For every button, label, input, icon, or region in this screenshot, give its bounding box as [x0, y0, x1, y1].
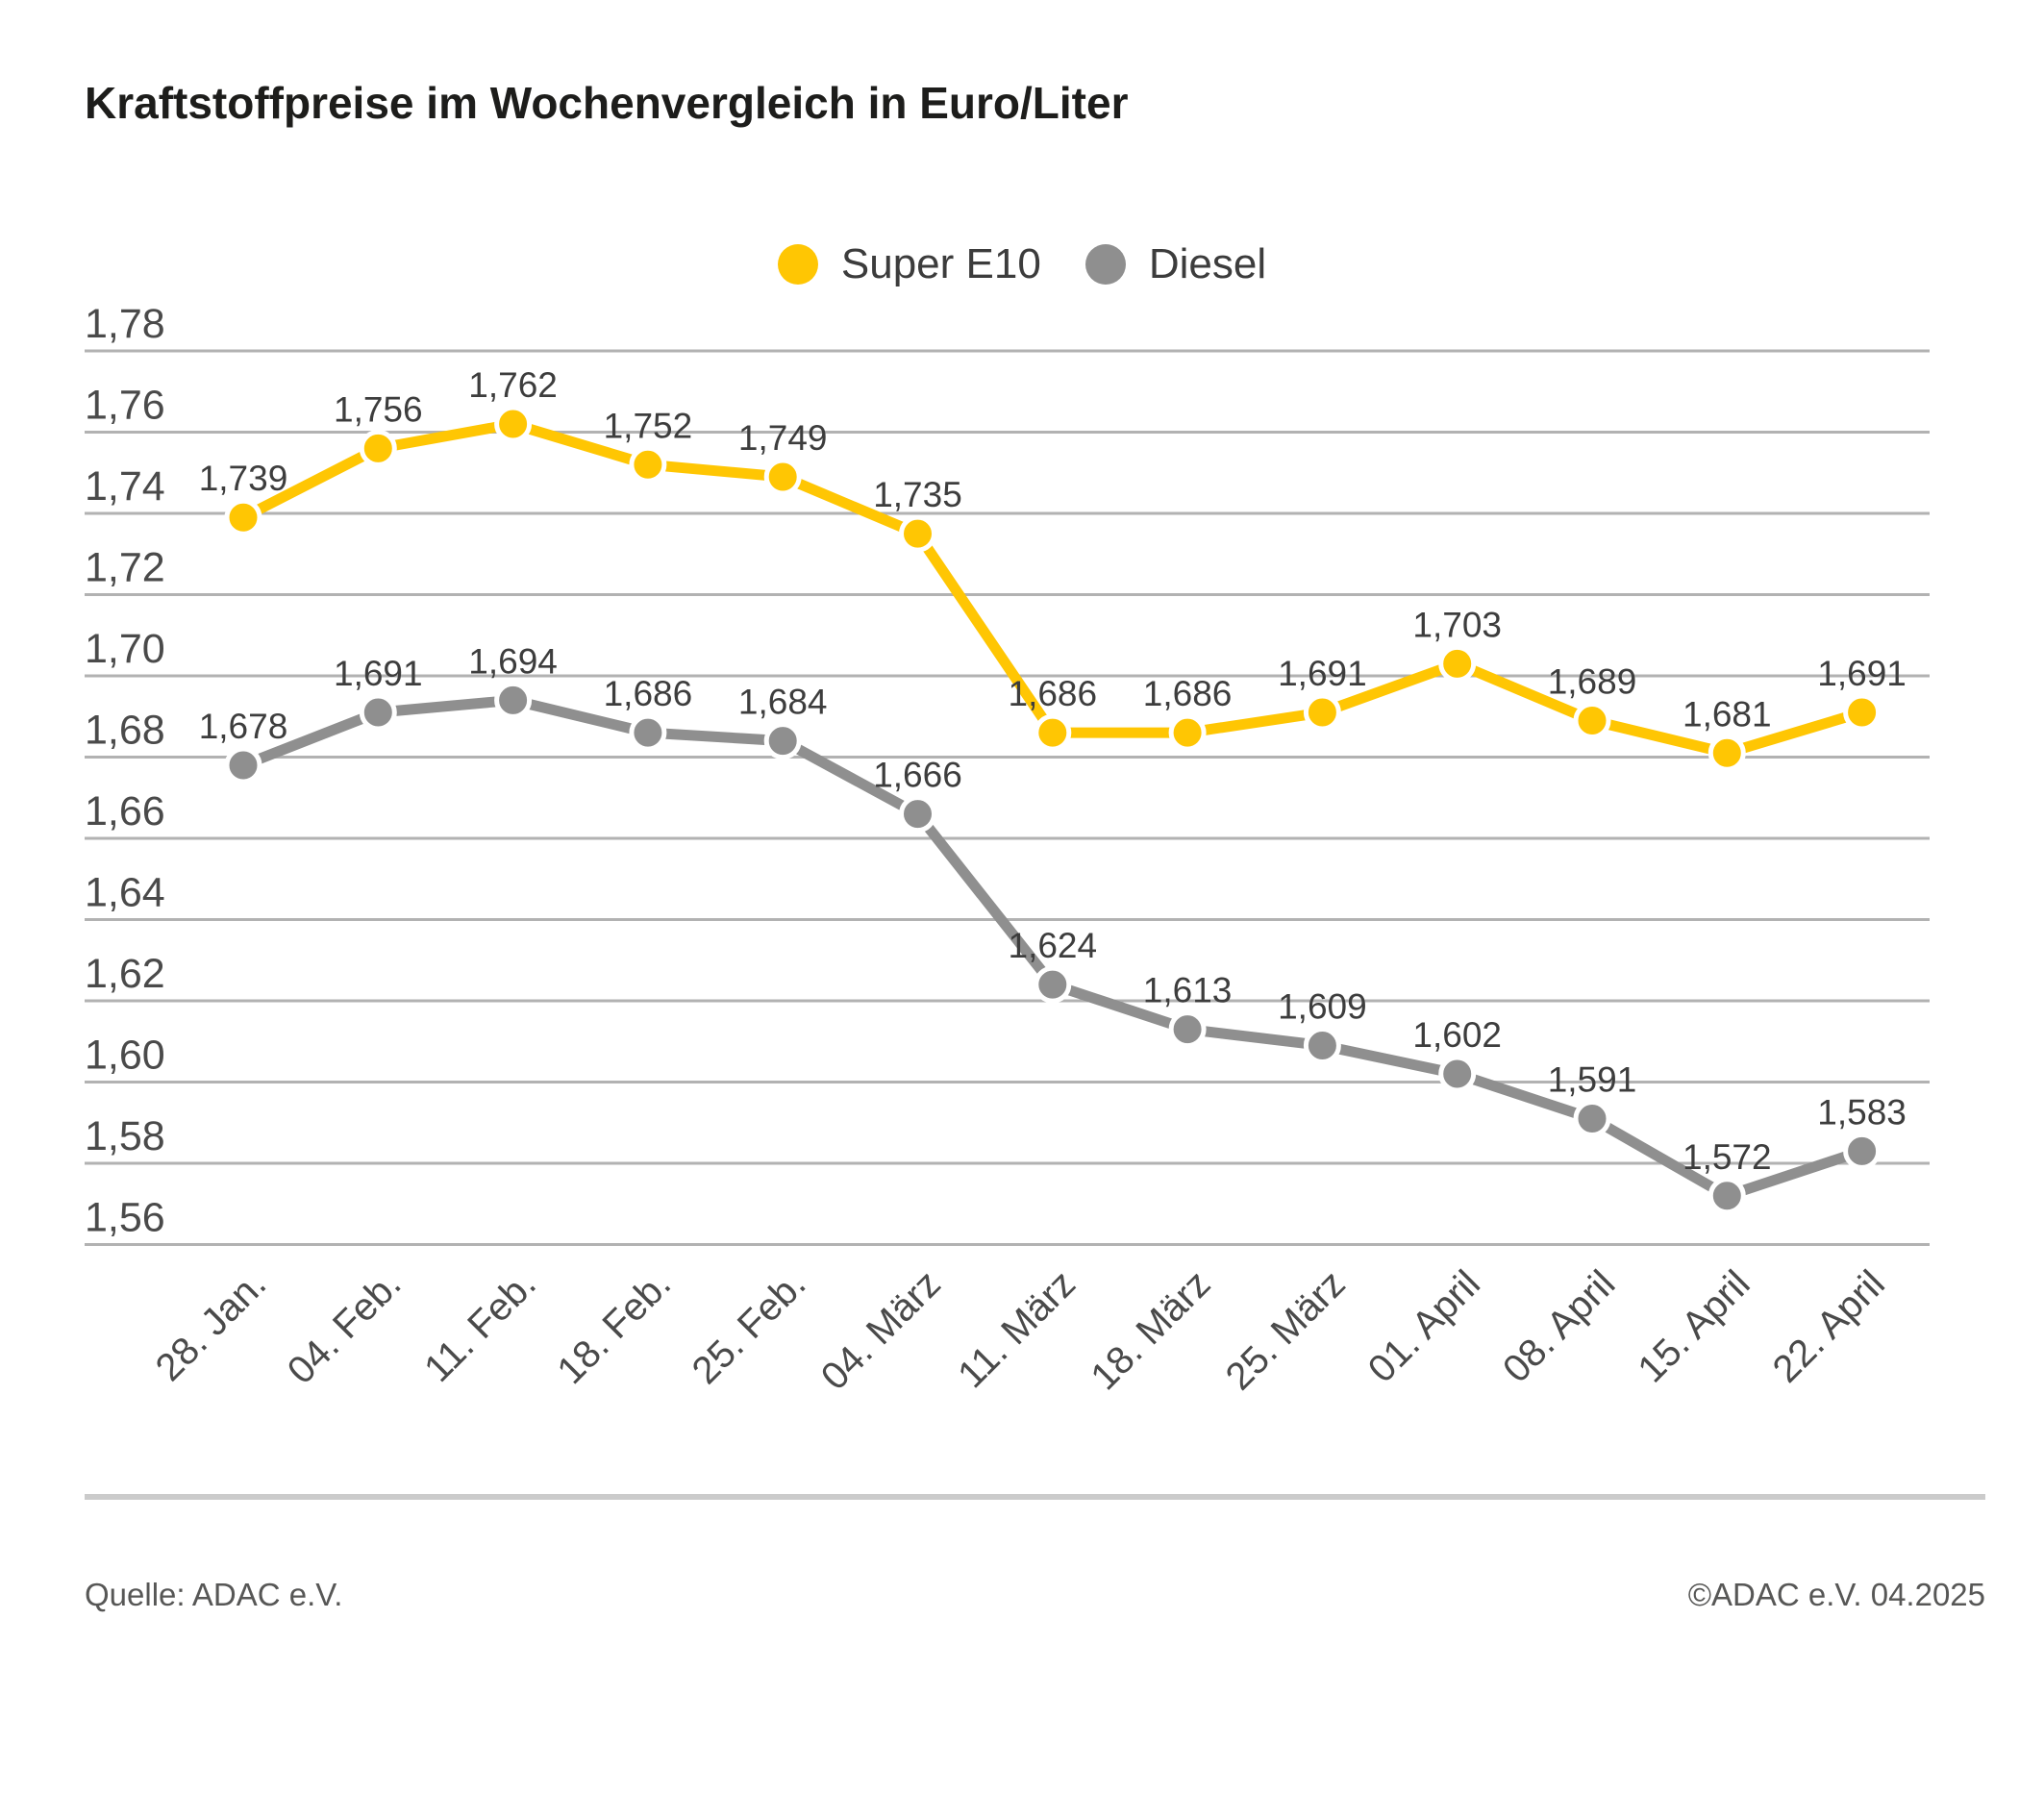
data-point: [1168, 1010, 1207, 1049]
source-note: Quelle: ADAC e.V.: [85, 1577, 343, 1612]
diesel-marker-icon: [1084, 244, 1126, 285]
legend-label-super-e10: Super E10: [840, 240, 1041, 287]
chart-title: Kraftstoffpreise im Wochenvergleich in E…: [85, 78, 1129, 128]
data-point: [1303, 1026, 1341, 1064]
data-point-label: 1,602: [1412, 1015, 1502, 1055]
data-point: [1573, 1100, 1611, 1138]
y-tick-label: 1,56: [85, 1195, 165, 1241]
data-point: [1303, 693, 1341, 732]
data-point: [1843, 693, 1882, 732]
data-point-label: 1,756: [334, 389, 423, 429]
data-point: [899, 514, 936, 553]
data-point-label: 1,739: [199, 459, 288, 498]
data-point: [1438, 1055, 1477, 1093]
y-tick-label: 1,74: [85, 463, 165, 510]
data-point: [1843, 1132, 1882, 1170]
data-point: [359, 429, 397, 467]
data-point: [629, 445, 667, 484]
data-point: [359, 693, 397, 732]
data-point-label: 1,691: [1817, 654, 1907, 693]
data-point-label: 1,613: [1143, 971, 1233, 1010]
x-tick-label: 25. Feb.: [685, 1262, 814, 1392]
data-point-label: 1,686: [1009, 674, 1098, 713]
data-point-label: 1,749: [738, 418, 828, 458]
legend-item-super-e10: Super E10: [777, 240, 1041, 288]
data-point: [899, 795, 936, 834]
legend-label-diesel: Diesel: [1148, 240, 1267, 287]
y-tick-label: 1,68: [85, 708, 165, 754]
data-point-label: 1,686: [604, 674, 693, 713]
x-tick-label: 01. April: [1360, 1262, 1488, 1390]
data-point: [1707, 1177, 1746, 1215]
data-point-label: 1,678: [199, 707, 288, 746]
x-tick-label: 18. Feb.: [549, 1262, 679, 1392]
y-tick-label: 1,66: [85, 788, 165, 834]
legend: Super E10 Diesel: [0, 240, 2044, 288]
data-point-label: 1,689: [1548, 661, 1637, 701]
copyright-note: ©ADAC e.V. 04.2025: [1687, 1577, 1985, 1612]
y-tick-label: 1,58: [85, 1113, 165, 1159]
data-point: [1034, 965, 1072, 1004]
data-point-label: 1,752: [604, 406, 693, 445]
data-point: [224, 498, 262, 536]
data-point: [629, 713, 667, 752]
data-point: [763, 458, 802, 496]
y-tick-label: 1,60: [85, 1033, 165, 1079]
data-point: [763, 722, 802, 760]
data-point: [1573, 701, 1611, 739]
y-tick-label: 1,72: [85, 545, 165, 591]
data-point-label: 1,572: [1683, 1137, 1772, 1177]
x-tick-label: 04. März: [813, 1262, 949, 1398]
data-point-label: 1,681: [1683, 694, 1772, 734]
data-point-label: 1,583: [1817, 1092, 1907, 1132]
data-point-label: 1,591: [1548, 1060, 1637, 1100]
line-chart: 1,78 1,76 1,74 1,72 1,70 1,68 1,66 1,64 1,62 1,60…: [85, 301, 1930, 1398]
footer: Quelle: ADAC e.V. ©ADAC e.V. 04.2025: [85, 1577, 1985, 1613]
data-point: [1034, 713, 1072, 752]
x-tick-label: 11. Feb.: [416, 1262, 544, 1390]
data-point-label: 1,735: [873, 475, 962, 514]
y-tick-label: 1,70: [85, 626, 165, 672]
data-point-label: 1,694: [468, 641, 558, 681]
legend-item-diesel: Diesel: [1084, 240, 1267, 288]
data-point: [1438, 644, 1477, 683]
data-point-label: 1,686: [1143, 674, 1233, 713]
x-tick-label: 11. März: [950, 1262, 1084, 1396]
x-tick-label: 04. Feb.: [280, 1262, 410, 1392]
y-tick-label: 1,78: [85, 301, 165, 347]
data-point: [494, 681, 533, 719]
data-point-label: 1,666: [873, 756, 962, 795]
y-tick-label: 1,76: [85, 383, 165, 429]
data-point-label: 1,691: [334, 654, 423, 693]
y-tick-label: 1,62: [85, 951, 165, 997]
data-point-label: 1,762: [468, 365, 558, 405]
x-tick-label: 25. März: [1218, 1262, 1354, 1398]
x-tick-label: 22. April: [1765, 1262, 1893, 1390]
footer-divider: [85, 1494, 1985, 1500]
x-tick-label: 15. April: [1630, 1262, 1757, 1390]
data-point: [1707, 734, 1746, 772]
data-point-label: 1,624: [1009, 926, 1098, 965]
data-point: [494, 405, 533, 443]
data-point-label: 1,703: [1412, 605, 1502, 644]
y-tick-label: 1,64: [85, 870, 165, 916]
x-tick-label: 28. Jan.: [148, 1262, 275, 1389]
data-point-label: 1,684: [738, 683, 828, 722]
data-point-label: 1,691: [1278, 654, 1367, 693]
x-tick-label: 18. März: [1083, 1262, 1218, 1398]
data-point: [1168, 713, 1207, 752]
data-point-label: 1,609: [1278, 986, 1367, 1026]
super-e10-marker-icon: [777, 244, 818, 285]
data-point: [224, 746, 262, 784]
x-tick-label: 08. April: [1495, 1262, 1623, 1390]
